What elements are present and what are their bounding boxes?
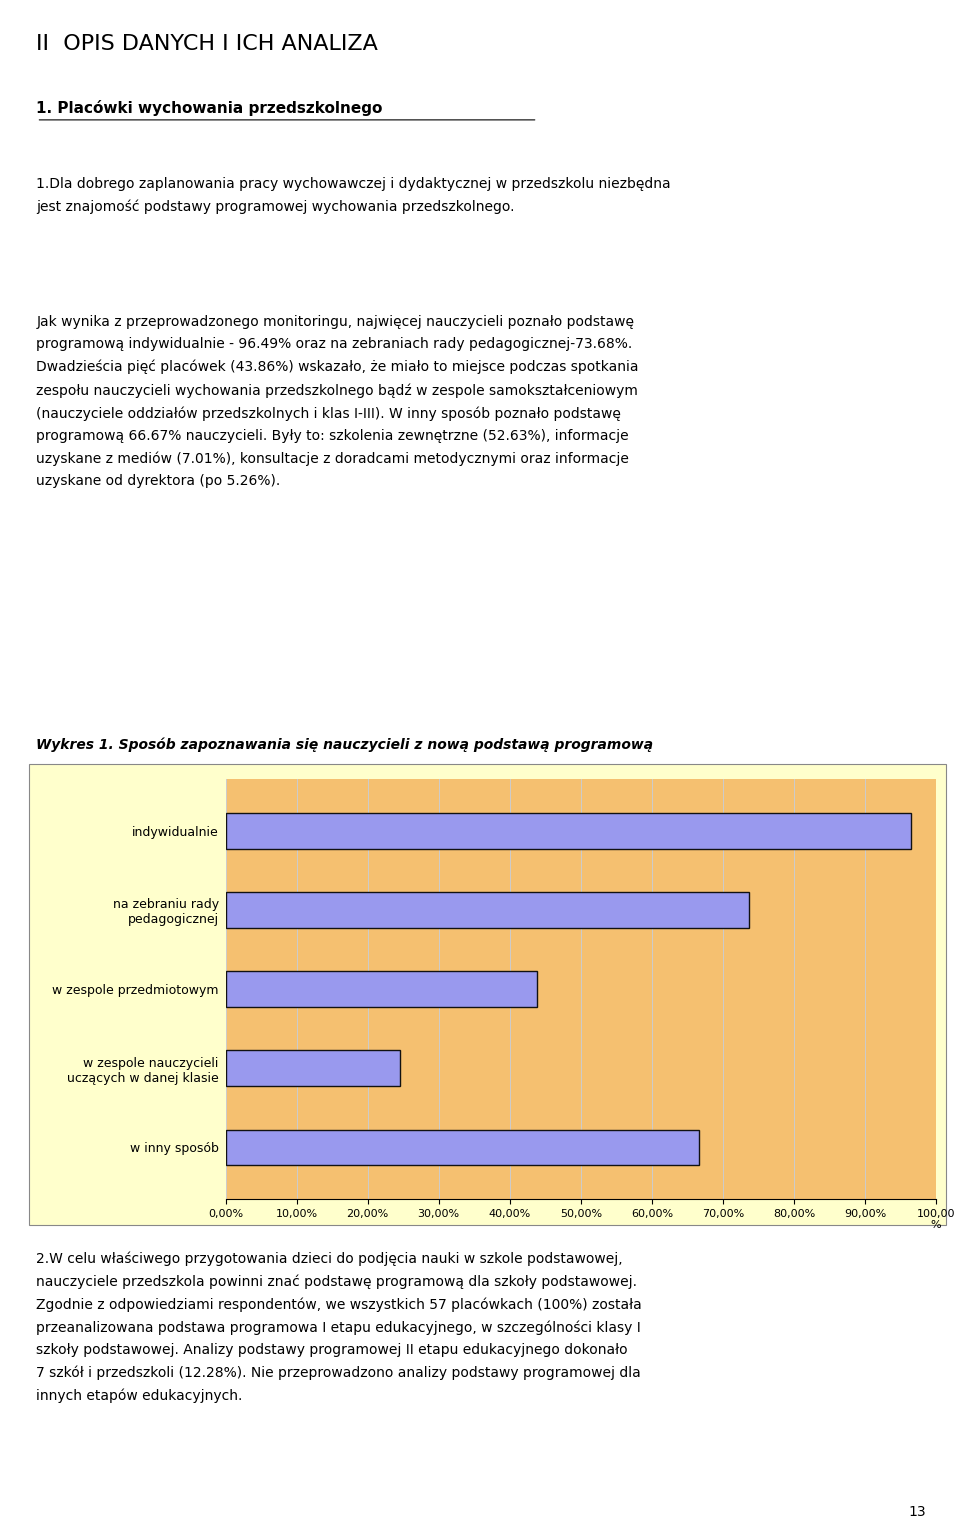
Bar xyxy=(226,813,911,848)
Bar xyxy=(226,971,538,1007)
Bar xyxy=(226,891,749,928)
Bar xyxy=(226,1050,400,1087)
Text: 1.Dla dobrego zaplanowania pracy wychowawczej i dydaktycznej w przedszkolu niezb: 1.Dla dobrego zaplanowania pracy wychowa… xyxy=(36,177,671,214)
Text: Wykres 1. Sposób zapoznawania się nauczycieli z nową podstawą programową: Wykres 1. Sposób zapoznawania się nauczy… xyxy=(36,738,654,752)
FancyBboxPatch shape xyxy=(29,764,946,1225)
Text: 1. Placówki wychowania przedszkolnego: 1. Placówki wychowania przedszkolnego xyxy=(36,100,383,115)
Text: 13: 13 xyxy=(909,1505,926,1519)
Text: Jak wynika z przeprowadzonego monitoringu, najwięcej nauczycieli poznało podstaw: Jak wynika z przeprowadzonego monitoring… xyxy=(36,315,639,489)
Text: II  OPIS DANYCH I ICH ANALIZA: II OPIS DANYCH I ICH ANALIZA xyxy=(36,34,378,54)
Bar xyxy=(226,1130,699,1165)
Text: 2.W celu właściwego przygotowania dzieci do podjęcia nauki w szkole podstawowej,: 2.W celu właściwego przygotowania dzieci… xyxy=(36,1251,642,1403)
